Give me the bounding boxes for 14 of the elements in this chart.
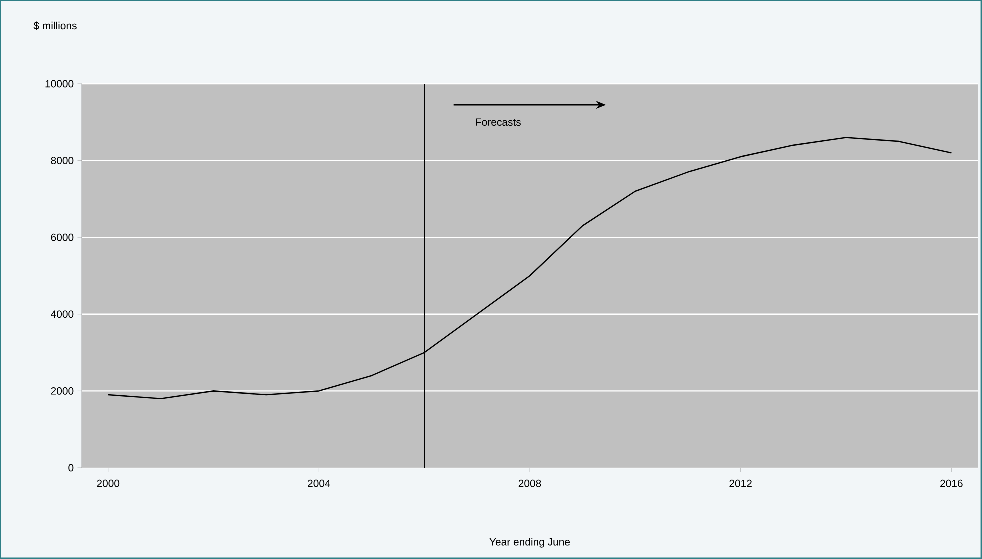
x-axis-title: Year ending June xyxy=(490,538,570,548)
y-tick-label: 6000 xyxy=(51,234,74,242)
y-tick-label: 10000 xyxy=(46,80,74,88)
x-tick-label: 2004 xyxy=(308,480,330,488)
y-tick-label: 0 xyxy=(68,464,74,472)
x-tick-label: 2000 xyxy=(97,480,120,488)
x-tick-label: 2016 xyxy=(940,480,963,488)
x-tick-label: 2008 xyxy=(518,480,542,488)
x-tick-label: 2012 xyxy=(730,480,752,488)
y-tick-label: 2000 xyxy=(51,387,74,395)
y-tick-label: 4000 xyxy=(51,310,74,318)
annotation: Forecasts xyxy=(476,118,521,126)
y-tick-label: 8000 xyxy=(51,157,74,164)
y-axis-title: $ millions xyxy=(34,22,77,30)
